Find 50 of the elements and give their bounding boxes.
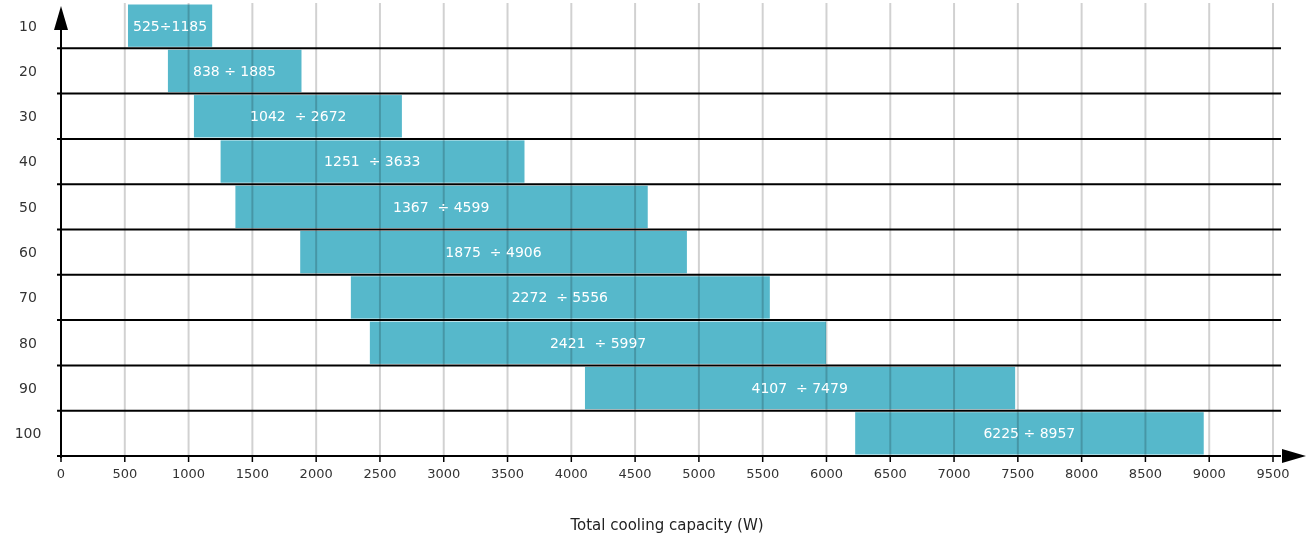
annotation: 838 ÷ 1885 <box>193 62 276 79</box>
x-tick-label: 0 <box>56 466 66 481</box>
x-tick-label: 1500 <box>235 466 269 481</box>
annotation: 1367 ÷ 4599 <box>393 198 490 215</box>
x-tick-label: 6000 <box>809 466 844 481</box>
y-tick-label: 90 <box>19 379 37 396</box>
x-axis-title: Total cooling capacity (W) <box>569 516 764 534</box>
x-tick-label: 3500 <box>490 466 525 481</box>
y-tick-label: 100 <box>14 425 42 442</box>
x-tick-label: 8000 <box>1065 466 1099 481</box>
y-tick-label: 10 <box>19 17 37 34</box>
bar <box>167 49 302 93</box>
annotation: 1251 ÷ 3633 <box>324 153 421 170</box>
bar <box>350 276 770 319</box>
annotation: 2421 ÷ 5997 <box>549 334 647 351</box>
x-tick-label: 8500 <box>1128 466 1162 481</box>
x-tick-label: 2500 <box>363 466 397 481</box>
annotation: 6225 ÷ 8957 <box>983 425 1076 442</box>
bar <box>855 412 1204 455</box>
x-tick-label: 4000 <box>554 466 588 481</box>
x-tick-label: 2000 <box>299 466 333 481</box>
x-tick-label: 9000 <box>1192 466 1226 481</box>
annotation: 1042 ÷ 2672 <box>250 108 347 125</box>
annotation: 1875 ÷ 4906 <box>445 244 542 261</box>
x-tick-label: 1000 <box>172 466 206 481</box>
x-tick-label: 5500 <box>746 466 780 481</box>
bar <box>235 185 648 228</box>
annotation: 4107 ÷ 7479 <box>751 379 848 396</box>
y-tick-label: 50 <box>19 198 37 215</box>
y-tick-label: 20 <box>19 62 37 79</box>
x-tick-label: 7500 <box>1001 466 1035 481</box>
x-tick-label: 500 <box>112 466 138 481</box>
x-tick-label: 4500 <box>618 466 652 481</box>
bar <box>369 321 827 364</box>
bar <box>300 231 687 274</box>
annotation: 525÷1185 <box>133 17 208 34</box>
x-tick-label: 5000 <box>682 466 716 481</box>
x-tick-label: 9500 <box>1256 466 1290 481</box>
y-tick-label: 70 <box>19 289 37 306</box>
x-tick-label: 3000 <box>427 466 461 481</box>
bar <box>584 366 1016 410</box>
y-tick-label: 60 <box>19 244 37 261</box>
bar <box>193 95 402 138</box>
y-tick-label: 40 <box>19 153 37 170</box>
x-tick-label: 7000 <box>937 466 971 481</box>
y-tick-label: 30 <box>19 108 37 125</box>
y-tick-label: 80 <box>19 334 37 351</box>
annotation: 2272 ÷ 5556 <box>511 289 609 306</box>
bar <box>220 140 525 183</box>
x-tick-label: 6500 <box>873 466 907 481</box>
